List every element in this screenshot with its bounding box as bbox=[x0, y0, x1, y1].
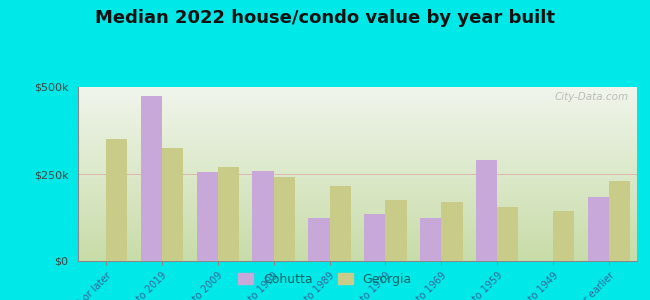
Bar bbox=[364, 214, 385, 261]
Bar bbox=[106, 139, 127, 261]
Bar bbox=[252, 170, 274, 261]
Bar bbox=[330, 186, 351, 261]
Text: Median 2022 house/condo value by year built: Median 2022 house/condo value by year bu… bbox=[95, 9, 555, 27]
Bar bbox=[476, 160, 497, 261]
Legend: Cohutta, Georgia: Cohutta, Georgia bbox=[233, 268, 417, 291]
Bar bbox=[196, 172, 218, 261]
Bar bbox=[441, 202, 463, 261]
Text: City-Data.com: City-Data.com bbox=[554, 92, 629, 102]
Bar bbox=[140, 96, 162, 261]
Bar bbox=[588, 196, 609, 261]
Bar bbox=[274, 178, 295, 261]
Bar bbox=[420, 218, 441, 261]
Bar bbox=[162, 148, 183, 261]
Bar bbox=[553, 211, 575, 261]
Bar bbox=[609, 181, 630, 261]
Bar bbox=[385, 200, 407, 261]
Bar bbox=[218, 167, 239, 261]
Bar bbox=[497, 207, 519, 261]
Bar bbox=[308, 218, 330, 261]
